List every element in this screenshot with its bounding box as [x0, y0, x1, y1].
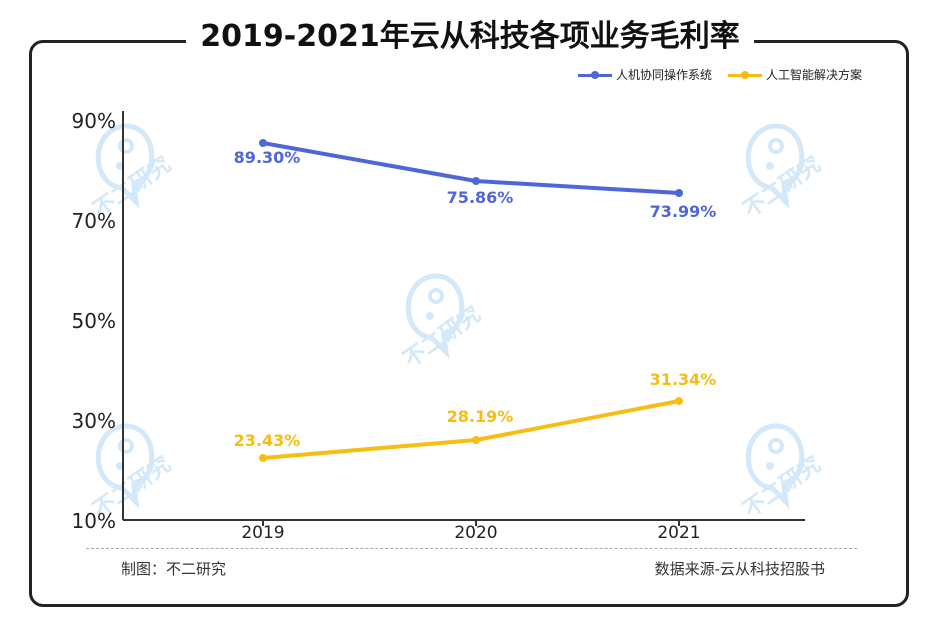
legend-label-series2: 人工智能解决方案 — [765, 68, 862, 82]
watermark-text: 不二研究 — [399, 301, 486, 373]
data-point — [675, 397, 683, 405]
footer-credit: 制图：不二研究 — [121, 560, 227, 578]
data-label: 73.99% — [650, 202, 717, 221]
legend-swatch-series1 — [577, 69, 612, 81]
chart-title-wrap: 2019-2021年云从科技各项业务毛利率 — [0, 14, 940, 60]
watermark-logo — [405, 273, 465, 359]
watermark-text: 不二研究 — [739, 151, 826, 223]
watermark-logo — [95, 123, 155, 209]
watermark-logo — [745, 123, 805, 209]
data-point — [675, 189, 683, 197]
watermark-logo — [745, 423, 805, 509]
legend-item-series2: 人工智能解决方案 — [727, 66, 862, 83]
x-tick-label: 2020 — [454, 523, 497, 543]
data-label: 75.86% — [447, 188, 514, 207]
footer-source: 数据来源-云从科技招股书 — [654, 560, 825, 578]
data-label: 31.34% — [650, 370, 717, 389]
data-point — [472, 177, 480, 185]
chart-title: 2019-2021年云从科技各项业务毛利率 — [186, 19, 754, 54]
legend-label-series1: 人机协同操作系统 — [615, 68, 712, 82]
data-point — [259, 139, 267, 147]
series-line — [261, 141, 681, 195]
legend-swatch-series2 — [727, 69, 762, 81]
y-tick-label: 90% — [72, 109, 116, 133]
y-tick-label: 10% — [72, 509, 116, 533]
y-tick-label: 70% — [72, 209, 116, 233]
legend-item-series1: 人机协同操作系统 — [577, 66, 712, 83]
data-label: 28.19% — [447, 407, 514, 426]
footer-divider — [86, 548, 857, 549]
data-label: 23.43% — [234, 431, 301, 450]
y-tick-label: 30% — [72, 409, 116, 433]
legend: 人机协同操作系统 人工智能解决方案 — [577, 66, 862, 83]
x-tick-label: 2021 — [657, 523, 700, 543]
data-label: 89.30% — [234, 148, 301, 167]
data-point — [259, 454, 267, 462]
x-tick-label: 2019 — [241, 523, 284, 543]
data-point — [472, 436, 480, 444]
watermark-text: 不二研究 — [739, 451, 826, 523]
y-tick-label: 50% — [72, 309, 116, 333]
